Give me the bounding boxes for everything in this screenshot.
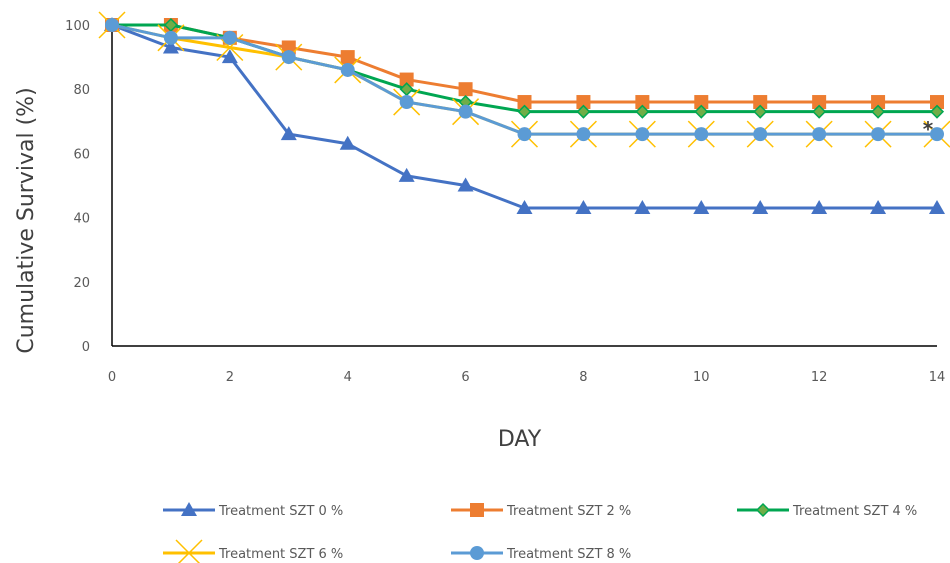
x-tick-label: 0 (108, 370, 116, 385)
data-point (517, 95, 532, 110)
x-tick-label: 2 (226, 370, 234, 385)
x-tick-label: 10 (693, 370, 710, 385)
legend-swatch-marker (470, 546, 484, 560)
series-treatment-szt-8 (105, 18, 944, 142)
legend-item-treatment-szt-0: Treatment SZT 0 % (163, 502, 343, 519)
legend-swatch-marker (470, 503, 484, 517)
data-point (576, 127, 591, 142)
data-point (340, 50, 355, 65)
data-point (694, 104, 709, 119)
x-tick-label: 4 (344, 370, 352, 385)
legend: Treatment SZT 0 % Treatment SZT 2 % Treatm… (163, 502, 917, 563)
data-point (458, 104, 473, 119)
data-point (635, 104, 650, 119)
data-point (281, 40, 296, 55)
data-point (752, 199, 769, 214)
data-point (458, 82, 473, 97)
legend-label: Treatment SZT 0 % (218, 504, 343, 519)
y-tick-label: 20 (73, 276, 90, 291)
y-tick-label: 40 (73, 212, 90, 227)
legend-swatch-marker (175, 539, 203, 563)
data-point (517, 104, 532, 119)
data-point (576, 95, 591, 110)
data-point (222, 30, 237, 45)
data-point (930, 127, 944, 142)
data-point (753, 95, 768, 110)
legend-label: Treatment SZT 8 % (506, 547, 631, 562)
data-point (516, 199, 533, 214)
data-point (694, 127, 709, 142)
data-point (929, 104, 945, 119)
data-point (871, 104, 886, 119)
data-point (221, 49, 238, 64)
legend-swatch-marker (181, 502, 197, 516)
legend-item-treatment-szt-2: Treatment SZT 2 % (451, 503, 631, 519)
x-tick-label: 12 (811, 370, 828, 385)
data-point (339, 135, 356, 150)
data-point (753, 104, 768, 119)
data-point (930, 95, 944, 110)
y-tick-label: 100 (65, 19, 90, 34)
y-tick-labels: 0 20 40 60 80 100 (65, 19, 90, 355)
data-point (812, 95, 827, 110)
data-point (812, 104, 827, 119)
data-point (576, 104, 591, 119)
legend-label: Treatment SZT 2 % (506, 504, 631, 519)
data-point (812, 127, 827, 142)
series-layer (98, 11, 950, 214)
data-point (635, 127, 650, 142)
data-point (694, 95, 709, 110)
legend-item-treatment-szt-8: Treatment SZT 8 % (451, 546, 631, 562)
significance-asterisk: * (923, 117, 934, 141)
x-tick-label: 6 (461, 370, 469, 385)
data-point (280, 126, 297, 141)
data-point (399, 95, 414, 110)
series-treatment-szt-0 (104, 17, 945, 214)
legend-label: Treatment SZT 4 % (792, 504, 917, 519)
y-tick-label: 60 (73, 147, 90, 162)
data-point (457, 177, 474, 192)
data-point (929, 199, 945, 214)
x-tick-label: 8 (579, 370, 587, 385)
data-point (753, 127, 768, 142)
data-point (340, 62, 355, 77)
data-point (163, 30, 178, 45)
data-point (871, 95, 886, 110)
data-point (870, 199, 887, 214)
data-point (162, 39, 179, 54)
data-point (517, 127, 532, 142)
data-point (399, 72, 414, 87)
legend-swatch-marker (755, 502, 771, 518)
data-point (281, 50, 296, 65)
data-point (635, 95, 650, 110)
data-point (693, 199, 710, 214)
data-point (871, 127, 886, 142)
y-axis-title: Cumulative Survival (%) (14, 87, 39, 353)
x-axis-title: DAY (498, 427, 542, 452)
legend-item-treatment-szt-4: Treatment SZT 4 % (737, 502, 917, 519)
legend-label: Treatment SZT 6 % (218, 547, 343, 562)
y-tick-label: 0 (82, 340, 90, 355)
data-point (575, 199, 592, 214)
data-point (634, 199, 651, 214)
data-point (398, 167, 415, 182)
x-tick-label: 14 (929, 370, 946, 385)
y-tick-label: 80 (73, 83, 90, 98)
legend-item-treatment-szt-6: Treatment SZT 6 % (163, 539, 343, 563)
data-point (105, 18, 119, 32)
x-tick-labels: 0 2 4 6 8 10 12 14 (108, 370, 945, 385)
data-point (811, 199, 828, 214)
